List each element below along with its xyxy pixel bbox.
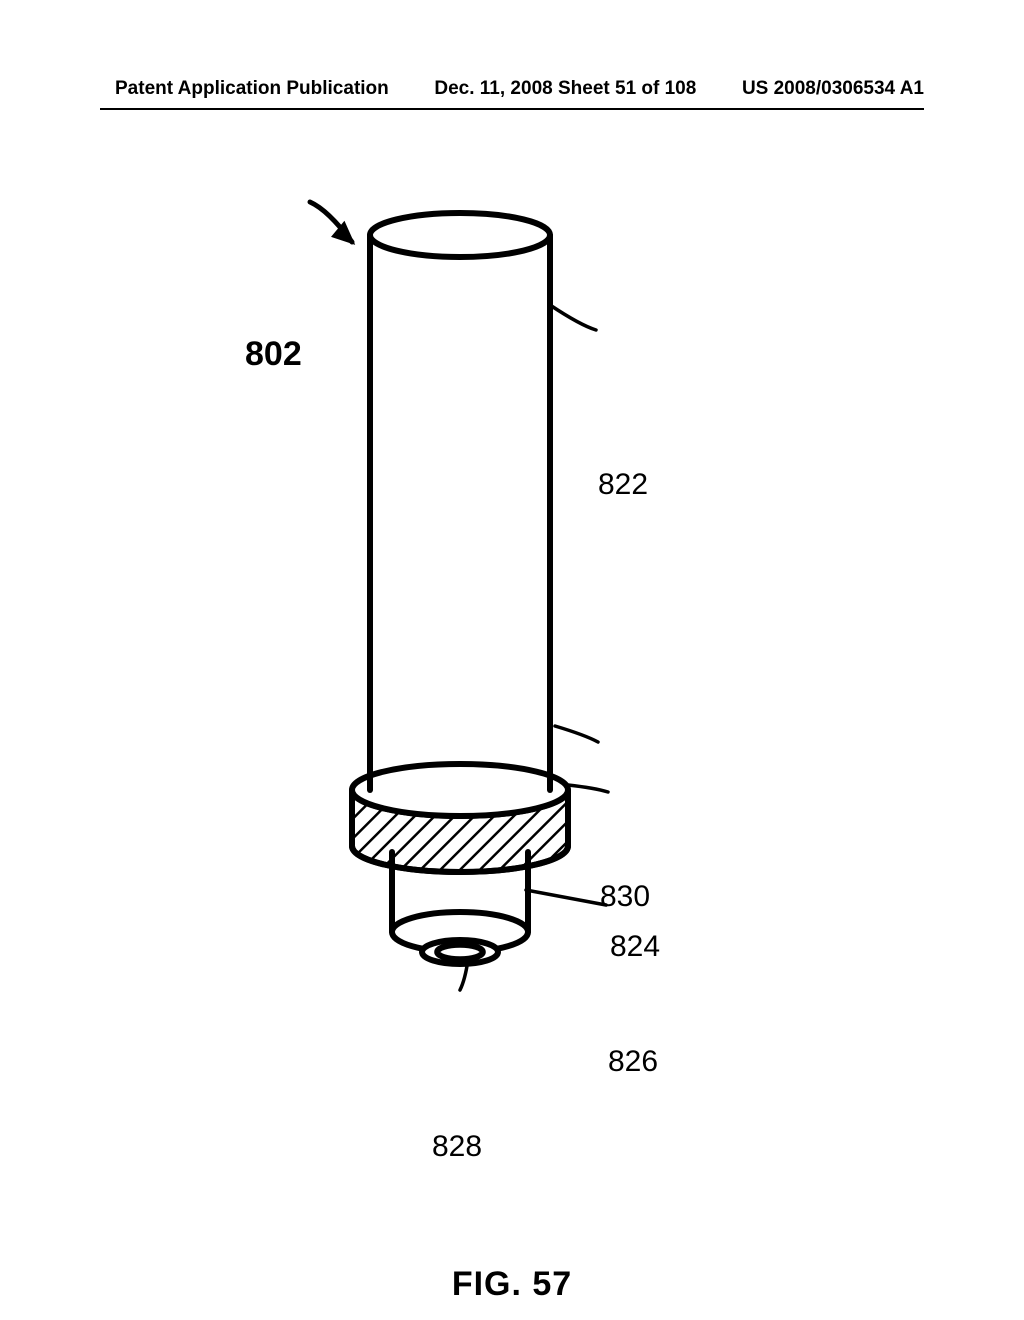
figure-drawing [0, 160, 1024, 1160]
ref-822: 822 [598, 468, 648, 502]
patent-page: Patent Application Publication Dec. 11, … [0, 0, 1024, 1320]
ref-828: 828 [432, 1130, 482, 1164]
ref-802: 802 [245, 335, 302, 374]
header-center: Dec. 11, 2008 Sheet 51 of 108 [434, 78, 696, 100]
ref-824: 824 [610, 930, 660, 964]
figure-57: 802 822 830 824 826 828 FIG. 57 [0, 160, 1024, 1160]
figure-caption: FIG. 57 [0, 1265, 1024, 1304]
header-right: US 2008/0306534 A1 [742, 78, 924, 100]
ref-826: 826 [608, 1045, 658, 1079]
header-left: Patent Application Publication [115, 78, 389, 100]
header-rule [100, 108, 924, 110]
page-header: Patent Application Publication Dec. 11, … [0, 78, 1024, 100]
ref-830: 830 [600, 880, 650, 914]
